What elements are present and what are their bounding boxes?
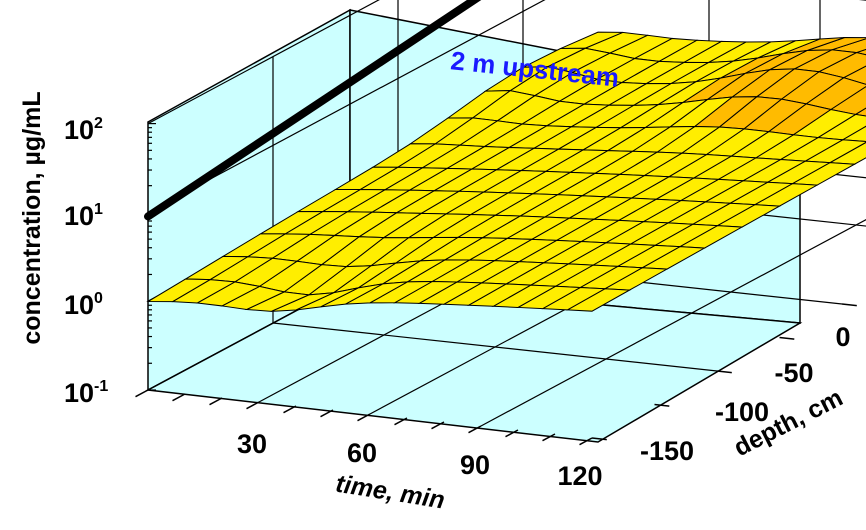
- y-tick-labels: 0 -50 -100 -150: [640, 322, 851, 466]
- x-tick-mark: [579, 437, 593, 446]
- x-tick-mark: [394, 417, 408, 426]
- x-axis-title: time, min: [334, 470, 447, 515]
- z-tick-label: 100: [64, 290, 103, 320]
- x-tick-labels: 30 60 90 120: [237, 429, 603, 491]
- z-axis-title: concentration, µg/mL: [18, 91, 46, 344]
- y-tick-label: -150: [640, 436, 694, 466]
- z-gridline: [147, 0, 380, 125]
- y-tick-mark: [654, 403, 670, 407]
- x-tick-mark: [431, 421, 445, 430]
- z-tick-label: 102: [64, 115, 103, 145]
- y-tick-label: 0: [835, 322, 850, 352]
- x-tick-mark: [135, 389, 149, 398]
- y-tick-mark: [591, 437, 607, 441]
- x-tick-mark: [320, 409, 334, 418]
- y-tick-mark: [779, 336, 795, 340]
- surface-cell: [146, 278, 212, 303]
- x-tick-mark: [542, 433, 556, 442]
- z-tick-label: 101: [64, 201, 103, 231]
- x-tick-mark: [283, 405, 297, 414]
- x-tick-mark: [357, 413, 371, 422]
- x-tick-mark: [209, 397, 223, 406]
- x-tick-label: 60: [347, 438, 377, 468]
- y-tick-label: -100: [715, 397, 769, 427]
- y-tick-label: -50: [774, 358, 813, 388]
- z-tick-label: 10-1: [64, 378, 108, 408]
- y-tick-mark: [841, 303, 857, 307]
- x-tick-mark: [246, 401, 260, 410]
- x-tick-label: 30: [237, 429, 267, 459]
- y-tick-mark: [716, 370, 732, 374]
- z-gridline: [858, 0, 866, 1]
- surface-cell: [854, 48, 866, 56]
- x-tick-mark: [505, 429, 519, 438]
- x-tick-label: 90: [460, 450, 490, 480]
- depth-gridline: [272, 322, 718, 372]
- reference-line: [144, 0, 482, 221]
- z-tick-labels: 10-1 100 101 102: [64, 115, 108, 408]
- x-tick-mark: [468, 425, 482, 434]
- data-surface: [146, 31, 866, 312]
- x-tick-label: 120: [557, 461, 602, 491]
- x-tick-mark: [172, 393, 186, 402]
